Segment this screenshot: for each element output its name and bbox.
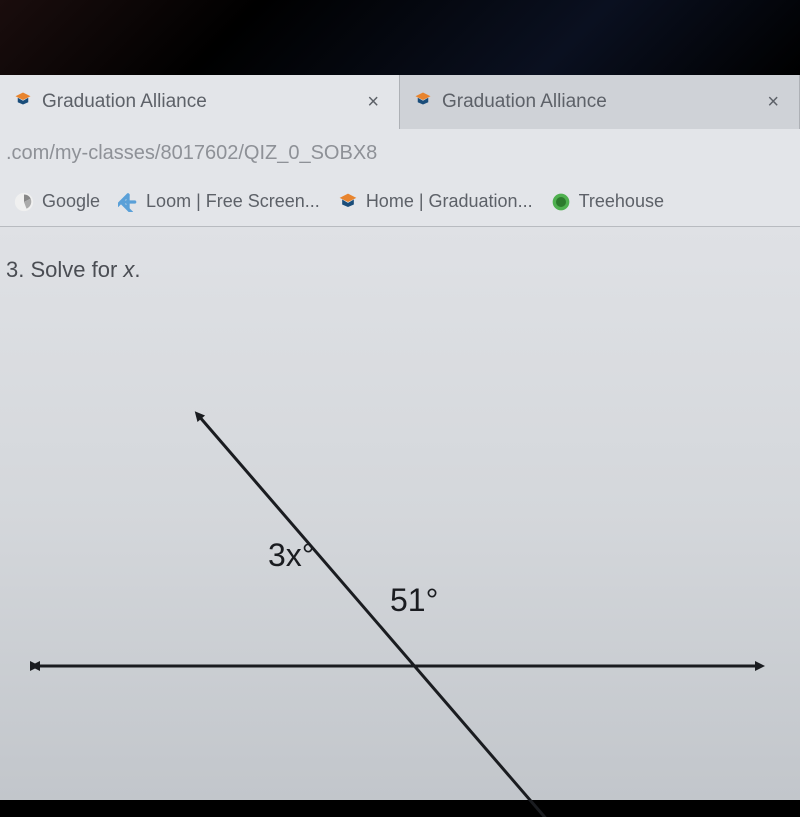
angle-diagram <box>0 317 800 817</box>
question-prompt: Solve for x. <box>30 257 140 282</box>
treehouse-icon <box>551 192 571 212</box>
photo-dark-area <box>0 0 800 75</box>
bookmark-loom[interactable]: Loom | Free Screen... <box>118 191 320 212</box>
bookmark-treehouse[interactable]: Treehouse <box>551 191 664 212</box>
tab-strip: Graduation Alliance × Graduation Allianc… <box>0 75 800 129</box>
grad-cap-icon <box>414 91 432 113</box>
browser-tab[interactable]: Graduation Alliance × <box>400 75 800 129</box>
loom-icon <box>118 192 138 212</box>
question-number: 3. <box>6 257 24 282</box>
browser-window: Graduation Alliance × Graduation Allianc… <box>0 75 800 800</box>
bookmark-label: Home | Graduation... <box>366 191 533 212</box>
close-icon[interactable]: × <box>361 91 385 114</box>
tab-title: Graduation Alliance <box>42 91 361 113</box>
bookmark-label: Loom | Free Screen... <box>146 191 320 212</box>
bookmark-graduation[interactable]: Home | Graduation... <box>338 191 533 212</box>
bookmark-label: Google <box>42 191 100 212</box>
question-text: 3. Solve for x. <box>6 257 141 283</box>
angle-label-51: 51° <box>390 582 438 619</box>
tab-title: Graduation Alliance <box>442 91 761 113</box>
page-content: 3. Solve for x. 3x° 51° <box>0 227 800 800</box>
bookmark-label: Treehouse <box>579 191 664 212</box>
close-icon[interactable]: × <box>761 91 785 114</box>
grad-cap-icon <box>14 91 32 113</box>
url-text: .com/my-classes/8017602/QIZ_0_SOBX8 <box>6 142 377 165</box>
address-bar[interactable]: .com/my-classes/8017602/QIZ_0_SOBX8 <box>0 129 800 177</box>
bookmarks-bar: Google Loom | Free Screen... Home | Grad… <box>0 177 800 227</box>
angle-label-3x: 3x° <box>268 537 315 574</box>
grad-cap-icon <box>338 192 358 212</box>
google-icon <box>14 192 34 212</box>
bookmark-google[interactable]: Google <box>14 191 100 212</box>
browser-tab[interactable]: Graduation Alliance × <box>0 75 400 129</box>
